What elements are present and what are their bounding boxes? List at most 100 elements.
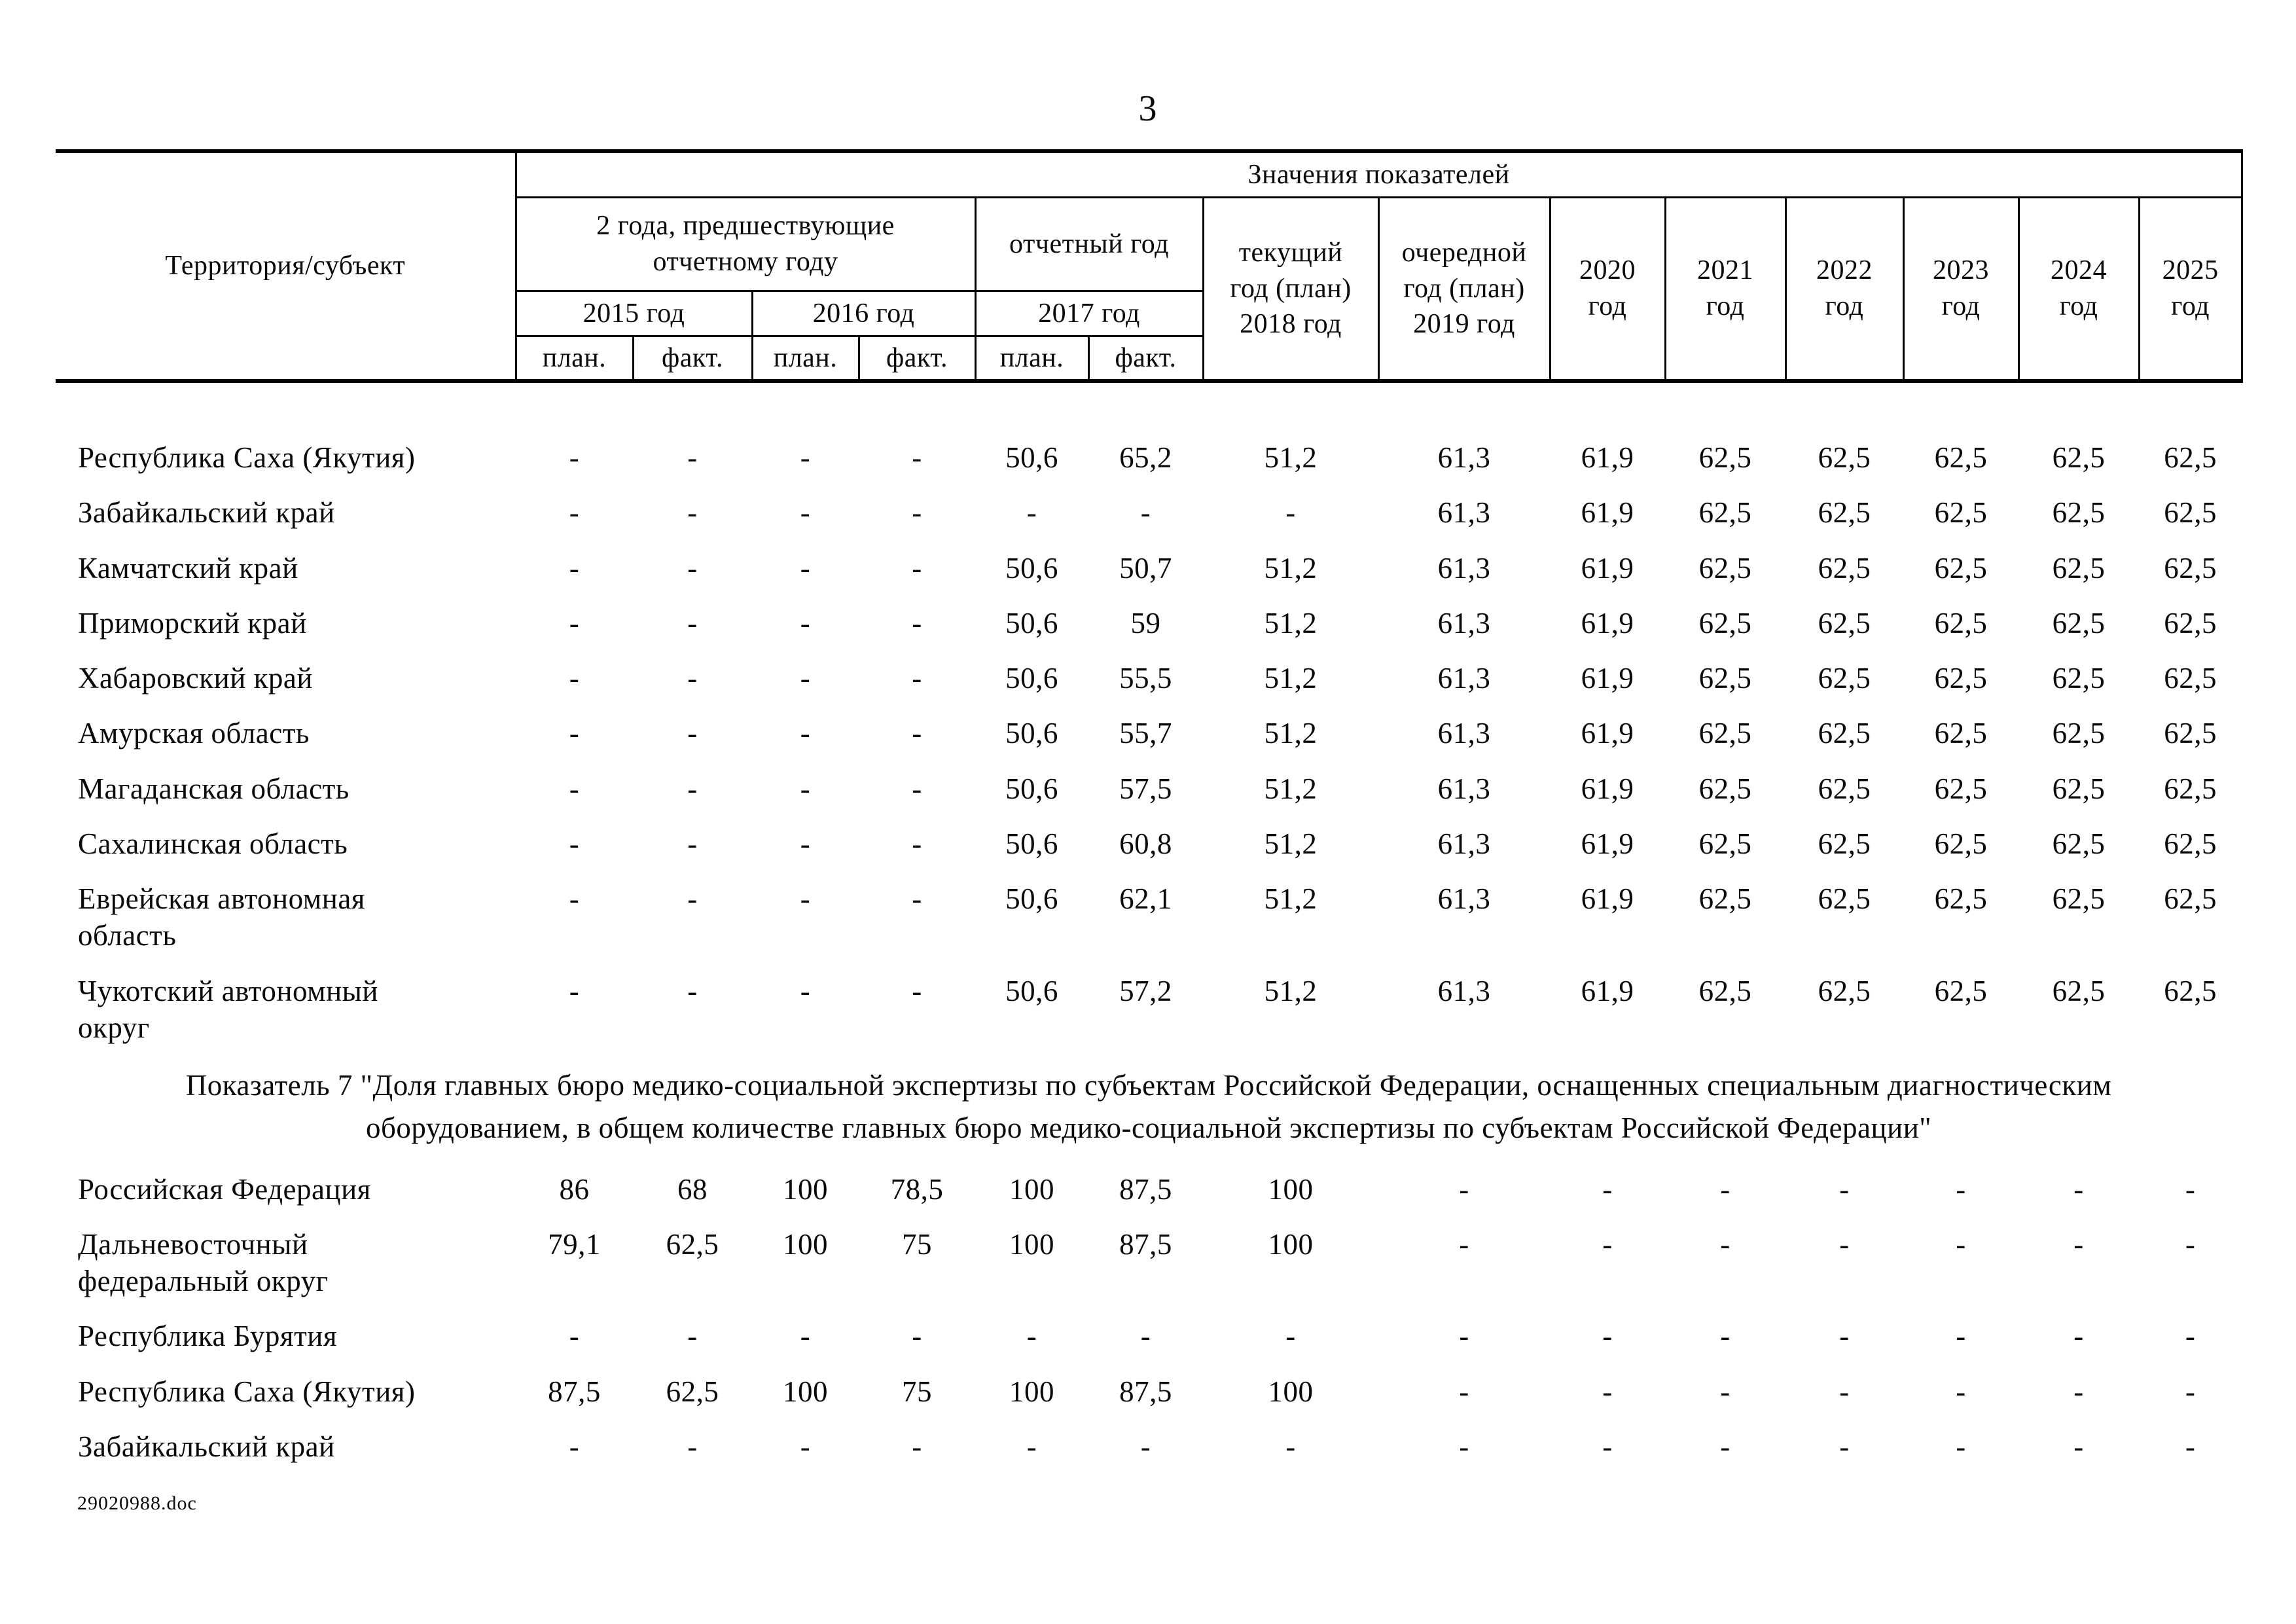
value-cell: 51,2 [1264, 606, 1318, 640]
value-cell: 62,5 [1698, 551, 1752, 585]
col-header-2025: 2025 год [2138, 196, 2243, 383]
value-cell: - [1140, 1430, 1151, 1463]
value-cell: 61,9 [1581, 974, 1634, 1007]
value-cell: 61,3 [1437, 827, 1491, 860]
value-cell: 50,6 [1005, 441, 1058, 474]
value-cell: - [1720, 1430, 1731, 1463]
value-cell: - [912, 496, 922, 530]
value-cell: - [569, 717, 580, 750]
value-cell: 61,3 [1437, 496, 1491, 530]
value-cell: - [1285, 1430, 1296, 1463]
indicators-table: Территория/субъект Значения показателей … [56, 149, 2243, 1474]
value-cell: 62,5 [2052, 717, 2106, 750]
value-cell: 57,2 [1119, 974, 1172, 1007]
section2-rows: Российская Федерация 86 68 100 78,5 100 87,5 10… [56, 1162, 2242, 1475]
value-cell: 61,9 [1581, 551, 1634, 585]
value-cell: 59 [1130, 606, 1161, 640]
value-cell: - [1459, 1227, 1469, 1261]
value-cell: - [569, 496, 580, 530]
value-cell: - [2185, 1172, 2196, 1206]
col-header-2015-plan: план. [514, 335, 634, 383]
value-cell: 62,5 [1698, 441, 1752, 474]
value-cell: 79,1 [548, 1227, 601, 1261]
value-cell: 62,5 [1818, 772, 1871, 805]
region-name: Приморский край [78, 606, 307, 640]
value-cell: - [912, 606, 922, 640]
value-cell: 100 [1268, 1375, 1314, 1408]
value-cell: - [687, 441, 698, 474]
value-cell: - [569, 551, 580, 585]
value-cell: - [2073, 1320, 2084, 1353]
value-cell: 86 [559, 1172, 590, 1206]
value-cell: 61,3 [1437, 772, 1491, 805]
value-cell: 50,6 [1005, 606, 1058, 640]
value-cell: 55,7 [1119, 717, 1172, 750]
value-cell: - [1839, 1227, 1850, 1261]
value-cell: 50,6 [1005, 551, 1058, 585]
value-cell: 87,5 [1119, 1172, 1172, 1206]
value-cell: 68 [677, 1172, 708, 1206]
value-cell: 51,2 [1264, 772, 1318, 805]
value-cell: 61,3 [1437, 882, 1491, 915]
value-cell: 100 [1009, 1375, 1054, 1408]
value-cell: 62,5 [1934, 717, 1988, 750]
value-cell: - [912, 974, 922, 1007]
col-header-2018: текущий год (план) 2018 год [1202, 196, 1380, 383]
table-row: Забайкальский край - - - - - - - - - - - - - - [56, 1419, 2242, 1474]
value-cell: - [687, 496, 698, 530]
value-cell: 50,6 [1005, 717, 1058, 750]
value-cell: 62,5 [2052, 827, 2106, 860]
value-cell: 62,5 [1698, 717, 1752, 750]
value-cell: - [2185, 1320, 2196, 1353]
value-cell: - [800, 1430, 811, 1463]
value-cell: 61,3 [1437, 974, 1491, 1007]
value-cell: 51,2 [1264, 882, 1318, 915]
value-cell: 61,3 [1437, 606, 1491, 640]
value-cell: 61,3 [1437, 441, 1491, 474]
value-cell: - [1026, 496, 1037, 530]
value-cell: - [1459, 1172, 1469, 1206]
col-header-2020: 2020 год [1549, 196, 1666, 383]
value-cell: 62,5 [1818, 882, 1871, 915]
value-cell: - [912, 662, 922, 695]
value-cell: - [687, 974, 698, 1007]
region-name: Забайкальский край [78, 496, 335, 530]
table-row: Камчатский край - - - - 50,6 50,7 51,2 61,3 61,9 6… [56, 541, 2242, 596]
value-cell: 51,2 [1264, 717, 1318, 750]
value-cell: - [687, 882, 698, 915]
table-row: Российская Федерация 86 68 100 78,5 100 87,5 10… [56, 1162, 2242, 1217]
value-cell: 62,5 [1934, 551, 1988, 585]
value-cell: 62,5 [2164, 827, 2217, 860]
value-cell: 50,6 [1005, 772, 1058, 805]
value-cell: - [569, 772, 580, 805]
value-cell: - [800, 717, 811, 750]
value-cell: - [1285, 496, 1296, 530]
value-cell: - [912, 772, 922, 805]
value-cell: 62,5 [1698, 662, 1752, 695]
value-cell: 62,5 [1818, 717, 1871, 750]
value-cell: - [687, 1320, 698, 1353]
value-cell: 62,5 [2052, 606, 2106, 640]
col-header-2019: очередной год (план) 2019 год [1377, 196, 1551, 383]
value-cell: - [687, 1430, 698, 1463]
value-cell: - [912, 882, 922, 915]
region-name: Республика Бурятия [78, 1320, 338, 1353]
value-cell: 61,9 [1581, 882, 1634, 915]
value-cell: - [1956, 1227, 1966, 1261]
col-header-2017-fact: факт. [1087, 335, 1204, 383]
value-cell: - [1459, 1430, 1469, 1463]
value-cell: 62,5 [2164, 717, 2217, 750]
col-header-2022: 2022 год [1784, 196, 1905, 383]
table-row: Амурская область - - - - 50,6 55,7 51,2 61,3 61,9… [56, 706, 2242, 761]
region-name: Республика Саха (Якутия) [78, 441, 416, 474]
value-cell: - [687, 827, 698, 860]
value-cell: - [1956, 1375, 1966, 1408]
col-header-two-years-group: 2 года, предшествующие отчетному году [514, 196, 977, 292]
region-name: Еврейская автономная область [78, 882, 365, 952]
value-cell: - [687, 551, 698, 585]
value-cell: - [800, 772, 811, 805]
value-cell: - [569, 662, 580, 695]
value-cell: 62,5 [1818, 606, 1871, 640]
col-header-values: Значения показателей [514, 149, 2243, 198]
